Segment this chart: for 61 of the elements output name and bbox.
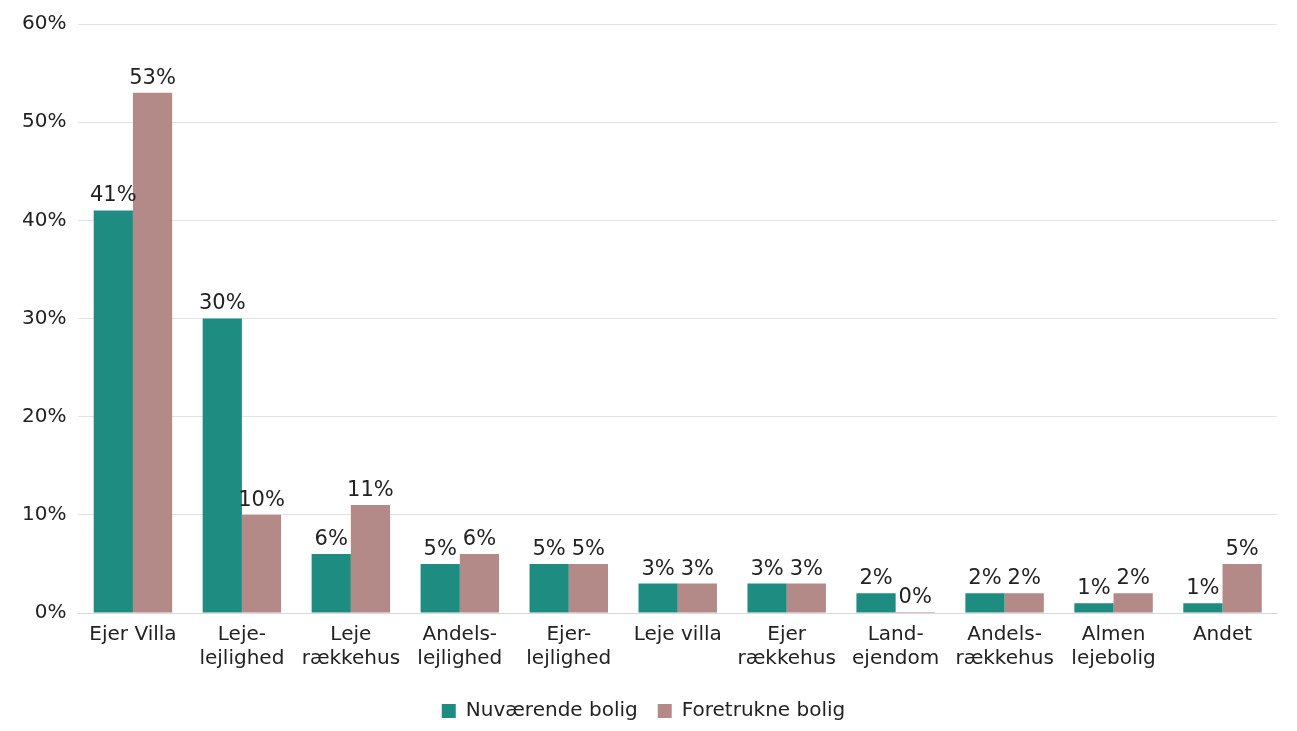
data-label: 3% xyxy=(789,555,823,580)
data-label: 2% xyxy=(968,565,1002,590)
data-label: 5% xyxy=(532,535,566,560)
data-label: 2% xyxy=(1116,565,1150,590)
y-tick-label: 0% xyxy=(34,599,67,624)
x-tick-label: Leje- lejlighed xyxy=(199,621,285,670)
bar xyxy=(1074,603,1114,613)
x-tick-label: Land- ejendom xyxy=(852,621,940,670)
bar xyxy=(311,554,351,613)
bar xyxy=(638,583,678,613)
legend-label: Nuværende bolig xyxy=(465,697,638,722)
y-tick-label: 20% xyxy=(22,402,67,427)
x-tick-label: Ejer Villa xyxy=(89,621,177,646)
x-tick-label: Andels- rækkehus xyxy=(955,621,1054,670)
legend-label: Foretrukne bolig xyxy=(681,697,846,722)
bar xyxy=(93,210,133,613)
y-tick-label: 10% xyxy=(22,501,67,526)
x-tick-label: Ejer- lejlighed xyxy=(526,621,612,670)
bar xyxy=(241,514,282,613)
x-tick-label: Andet xyxy=(1192,621,1253,646)
bar xyxy=(1183,603,1223,613)
data-label: 1% xyxy=(1077,575,1111,600)
bar xyxy=(786,583,826,613)
bar xyxy=(420,563,460,613)
data-label: 5% xyxy=(423,535,457,560)
bar xyxy=(965,593,1005,613)
data-label: 2% xyxy=(859,565,893,590)
bar xyxy=(459,554,500,613)
data-label: 3% xyxy=(641,555,675,580)
data-label: 30% xyxy=(198,290,246,315)
data-label: 2% xyxy=(1007,565,1041,590)
bar xyxy=(1113,593,1153,613)
data-label: 6% xyxy=(462,526,497,551)
data-label: 53% xyxy=(129,64,176,89)
bar xyxy=(856,593,896,613)
data-label: 1% xyxy=(1186,575,1220,600)
x-tick-label: Ejer rækkehus xyxy=(737,621,836,670)
data-label: 3% xyxy=(680,555,714,580)
bar xyxy=(529,563,569,613)
y-tick-label: 60% xyxy=(22,10,67,35)
x-tick-label: Leje rækkehus xyxy=(301,621,401,670)
bar xyxy=(747,583,787,613)
y-tick-label: 30% xyxy=(22,304,67,329)
data-label: 6% xyxy=(314,526,348,551)
data-label: 0% xyxy=(898,583,932,608)
x-tick-label: Almen lejebolig xyxy=(1071,621,1156,670)
y-tick-label: 50% xyxy=(22,108,67,133)
x-tick-label: Andels- lejlighed xyxy=(417,621,503,670)
y-tick-label: 40% xyxy=(22,206,67,231)
data-label: 3% xyxy=(750,555,784,580)
data-label: 41% xyxy=(89,182,137,207)
data-label: 5% xyxy=(1225,535,1259,560)
data-label: 11% xyxy=(347,476,394,501)
x-tick-label: Leje villa xyxy=(633,621,722,646)
bar xyxy=(1004,593,1044,613)
data-label: 5% xyxy=(571,535,606,560)
bar xyxy=(350,505,391,613)
bar xyxy=(202,318,242,613)
bar xyxy=(568,563,608,613)
bar xyxy=(677,583,717,613)
bar xyxy=(1222,563,1262,613)
